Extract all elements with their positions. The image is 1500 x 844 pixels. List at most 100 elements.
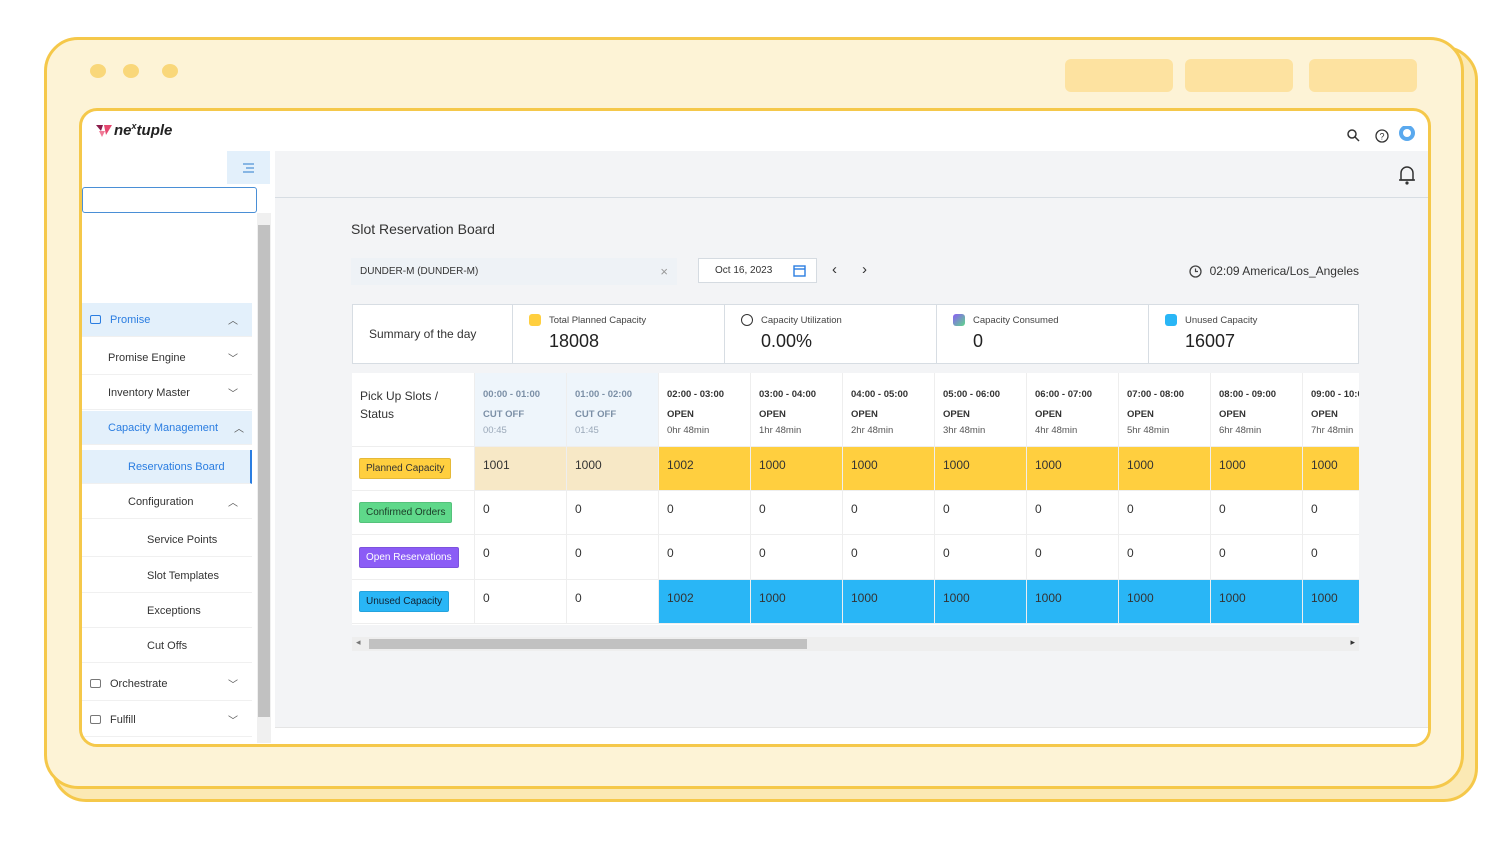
- divider: [275, 197, 1428, 198]
- window-dot: [90, 64, 106, 78]
- slot-header: 03:00 - 04:00 OPEN 1hr 48min: [751, 373, 843, 447]
- chevron[interactable]: ︿: [234, 424, 244, 435]
- card-icon: [953, 314, 965, 326]
- menu-item[interactable]: Service Points: [82, 523, 252, 557]
- scroll-thumb[interactable]: [258, 225, 270, 717]
- chevron[interactable]: ﹀: [228, 389, 238, 400]
- menu-item[interactable]: Solution﹀: [82, 738, 252, 744]
- page-title: Slot Reservation Board: [351, 221, 495, 237]
- slot-value: 0: [567, 580, 659, 624]
- slot-value: 0: [475, 535, 567, 580]
- sidebar-search[interactable]: [82, 187, 257, 213]
- row-label-cell: Planned Capacity: [352, 447, 475, 491]
- chevron[interactable]: ﹀: [228, 680, 238, 691]
- menu-item[interactable]: Promise Engine ﹀: [82, 341, 252, 375]
- clear-icon[interactable]: ×: [660, 264, 668, 279]
- sidebar-toggle[interactable]: [227, 151, 270, 184]
- menu-item[interactable]: Exceptions: [82, 594, 252, 628]
- slot-status: OPEN: [943, 409, 970, 420]
- slot-value: 0: [843, 535, 935, 580]
- filter-select[interactable]: DUNDER-M (DUNDER-M) ×: [351, 258, 677, 285]
- slot-note: 2hr 48min: [851, 425, 894, 436]
- slot-header: 00:00 - 01:00 CUT OFF 00:45: [475, 373, 567, 447]
- slot-time: 07:00 - 08:00: [1127, 389, 1185, 400]
- slot-value: 0: [935, 535, 1027, 580]
- slot-status: OPEN: [759, 409, 786, 420]
- slot-value: 0: [1303, 491, 1359, 535]
- slot-header: 08:00 - 09:00 OPEN 6hr 48min: [1211, 373, 1303, 447]
- menu-label: Slot Templates: [147, 569, 219, 582]
- card-value: 0: [973, 331, 984, 351]
- scroll-thumb[interactable]: [369, 639, 807, 649]
- chevron[interactable]: ﹀: [228, 354, 238, 365]
- slot-header: 04:00 - 05:00 OPEN 2hr 48min: [843, 373, 935, 447]
- slot-value: 1000: [567, 447, 659, 491]
- date-picker[interactable]: Oct 16, 2023: [698, 258, 817, 283]
- prev-day[interactable]: ‹: [832, 261, 837, 278]
- slot-value: 1000: [751, 447, 843, 491]
- date-value: Oct 16, 2023: [715, 265, 773, 276]
- slot-time: 01:00 - 02:00: [575, 389, 633, 400]
- slot-note: 5hr 48min: [1127, 425, 1170, 436]
- slot-value: 1000: [935, 580, 1027, 624]
- menu-label: Orchestrate: [110, 677, 168, 690]
- slot-value: 0: [1119, 535, 1211, 580]
- logo-text: tuple: [136, 122, 173, 139]
- avatar[interactable]: [1399, 126, 1415, 141]
- menu-label: Exceptions: [147, 604, 201, 617]
- slot-value: 0: [1303, 535, 1359, 580]
- slot-value: 1000: [843, 580, 935, 624]
- table-header: Pick Up Slots / Status: [352, 373, 475, 447]
- svg-text:?: ?: [1379, 132, 1384, 142]
- slot-header: 01:00 - 02:00 CUT OFF 01:45: [567, 373, 659, 447]
- table-scrollbar[interactable]: ◂ ▸: [352, 637, 1359, 651]
- notification-bell[interactable]: [1397, 164, 1417, 186]
- sidebar-scrollbar[interactable]: [257, 213, 271, 743]
- menu-item[interactable]: Orchestrate ﹀: [82, 667, 252, 701]
- slot-note: 01:45: [575, 425, 599, 436]
- menu-item[interactable]: Inventory Master ﹀: [82, 376, 252, 410]
- search-icon[interactable]: [1347, 129, 1360, 142]
- menu-item[interactable]: Configuration ︿: [82, 485, 252, 519]
- slot-note: 00:45: [483, 425, 507, 436]
- slot-table: Pick Up Slots / Status 00:00 - 01:00 CUT O…: [352, 373, 1359, 625]
- status-badge: Planned Capacity: [359, 458, 452, 479]
- chevron[interactable]: ﹀: [228, 716, 238, 727]
- help-icon[interactable]: ?: [1375, 129, 1389, 143]
- menu-item[interactable]: Promise ︿: [82, 303, 252, 337]
- calendar-icon[interactable]: [793, 264, 806, 277]
- chevron[interactable]: ︿: [228, 316, 238, 327]
- window-button[interactable]: [1065, 59, 1173, 92]
- slot-value: 0: [1027, 491, 1119, 535]
- slot-value: 0: [1211, 491, 1303, 535]
- app-window: nextuple ? Promise ︿ Promise Engine ﹀ Invent…: [79, 108, 1431, 747]
- header-icons: ?: [1347, 126, 1415, 143]
- slot-value: 1000: [1303, 447, 1359, 491]
- footer: [275, 727, 1428, 744]
- menu-item[interactable]: Capacity Management ︿: [82, 411, 252, 445]
- window-button[interactable]: [1185, 59, 1293, 92]
- slot-time: 02:00 - 03:00: [667, 389, 725, 400]
- slot-value: 0: [567, 535, 659, 580]
- window-button[interactable]: [1309, 59, 1417, 92]
- menu-label: Fulfill: [110, 713, 136, 726]
- menu-label: Configuration: [128, 495, 194, 508]
- sidebar-menu: Promise ︿ Promise Engine ﹀ Inventory Master ﹀…: [82, 213, 254, 744]
- row-label-cell: Open Reservations: [352, 535, 475, 580]
- next-day[interactable]: ›: [862, 261, 867, 278]
- slot-time: 00:00 - 01:00: [483, 389, 541, 400]
- menu-item[interactable]: Cut Offs: [82, 629, 252, 663]
- menu-item[interactable]: Slot Templates: [82, 559, 252, 593]
- slot-note: 1hr 48min: [759, 425, 802, 436]
- card-icon: [1165, 314, 1177, 326]
- chevron[interactable]: ︿: [228, 498, 238, 509]
- slot-header: 02:00 - 03:00 OPEN 0hr 48min: [659, 373, 751, 447]
- window-dot: [162, 64, 178, 78]
- menu-item[interactable]: Reservations Board: [82, 450, 252, 484]
- slot-value: 1000: [1027, 580, 1119, 624]
- status-badge: Open Reservations: [359, 546, 459, 568]
- slot-header: 06:00 - 07:00 OPEN 4hr 48min: [1027, 373, 1119, 447]
- menu-item[interactable]: Fulfill ﹀: [82, 703, 252, 737]
- logo[interactable]: nextuple: [94, 121, 172, 139]
